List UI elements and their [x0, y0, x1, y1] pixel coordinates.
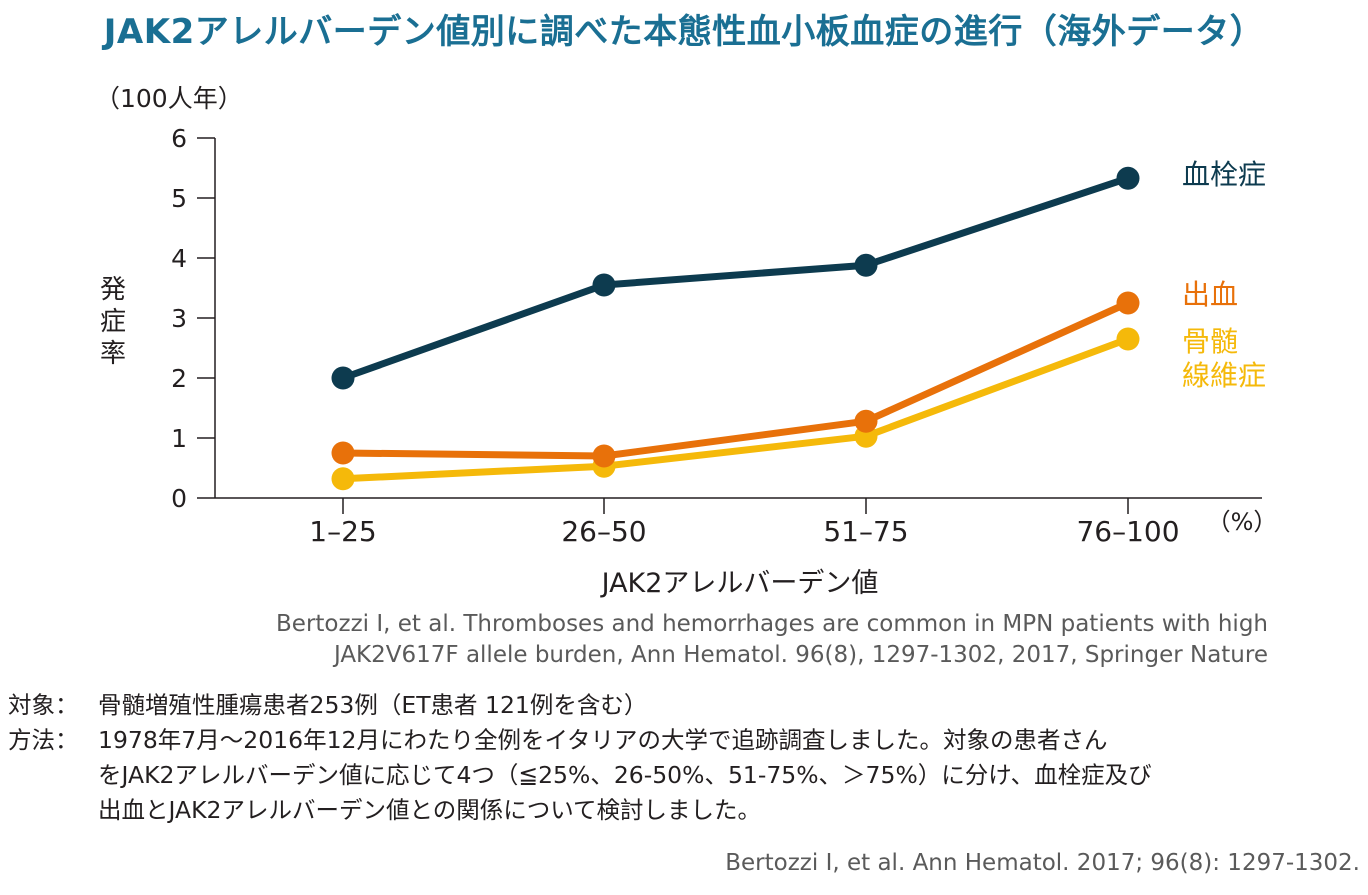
series-line-2 [339, 335, 1132, 483]
method-line-3: 出血とJAK2アレルバーデン値との関係について検討しました。 [98, 796, 762, 824]
subject-label: 対象： [8, 691, 79, 719]
series-label-bleeding: 出血 [1182, 278, 1238, 311]
y-tick-label: 3 [171, 304, 187, 333]
citation-line-1: Bertozzi I, et al. Thromboses and hemorr… [276, 611, 1268, 637]
method-line-1: 1978年7月～2016年12月にわたり全例をイタリアの大学で追跡調査しました。… [98, 726, 1108, 754]
series-label-myelofibrosis: 骨髄 [1182, 325, 1238, 358]
y-unit-label: （100人年） [95, 84, 243, 113]
data-point [1116, 166, 1140, 190]
y-tick-label: 0 [171, 484, 187, 513]
citation-line-2: JAK2V617F allele burden, Ann Hematol. 96… [333, 642, 1268, 668]
subject-text: 骨髄増殖性腫瘍患者253例（ET患者 121例を含む） [98, 691, 648, 719]
method-label: 方法： [8, 726, 79, 754]
x-tick-label: 76–100 [1076, 515, 1179, 548]
chart-title: JAK2アレルバーデン値別に調べた本態性血小板血症の進行（海外データ） [103, 12, 1265, 52]
x-unit-label: （%） [1207, 508, 1278, 536]
chart-axes: 0 1 2 3 4 5 6 （100人年） 発症率 1–25 26–50 51–75 76–100 （%）… [95, 84, 1277, 599]
data-point [1116, 327, 1140, 351]
y-tick-label: 5 [171, 184, 187, 213]
series-line-1 [339, 299, 1132, 460]
y-axis-label-char: 症 [100, 307, 126, 337]
data-point [592, 273, 616, 297]
data-point [1116, 291, 1140, 315]
study-notes: 対象： 骨髄増殖性腫瘍患者253例（ET患者 121例を含む） 方法： 1978… [8, 688, 1363, 828]
method-line-2: をJAK2アレルバーデン値に応じて4つ（≦25%、26-50%、51-75%、＞… [98, 761, 1152, 789]
method-text: 1978年7月～2016年12月にわたり全例をイタリアの大学で追跡調査しました。… [98, 723, 1363, 828]
method-row: 方法： 1978年7月～2016年12月にわたり全例をイタリアの大学で追跡調査し… [8, 723, 1363, 828]
line-chart: 0 1 2 3 4 5 6 （100人年） 発症率 1–25 26–50 51–75 76–100 （%）… [95, 84, 1277, 599]
data-point [854, 409, 878, 433]
y-axis-label-char: 率 [100, 339, 126, 369]
figure-citation: Bertozzi I, et al. Thromboses and hemorr… [68, 609, 1268, 671]
y-axis-label-char: 発 [100, 275, 126, 305]
series-line-0 [339, 174, 1132, 382]
y-tick-label: 4 [171, 244, 187, 273]
series-label-thrombosis: 血栓症 [1182, 158, 1266, 191]
data-point [854, 253, 878, 277]
y-tick-label: 6 [171, 124, 187, 153]
series-points [331, 166, 1140, 491]
x-tick-label: 1–25 [309, 515, 376, 548]
x-axis-label: JAK2アレルバーデン値 [600, 568, 879, 599]
x-tick-label: 26–50 [561, 515, 646, 548]
y-tick-label: 1 [171, 424, 187, 453]
y-tick-label: 2 [171, 364, 187, 393]
series-lines [339, 174, 1132, 483]
series-label-myelofibrosis: 線維症 [1182, 359, 1266, 392]
data-point [331, 467, 355, 491]
data-point [331, 441, 355, 465]
data-point [592, 444, 616, 468]
reference: Bertozzi I, et al. Ann Hematol. 2017; 96… [725, 850, 1360, 876]
x-tick-label: 51–75 [823, 515, 908, 548]
subject-row: 対象： 骨髄増殖性腫瘍患者253例（ET患者 121例を含む） [8, 688, 1363, 723]
data-point [331, 366, 355, 390]
